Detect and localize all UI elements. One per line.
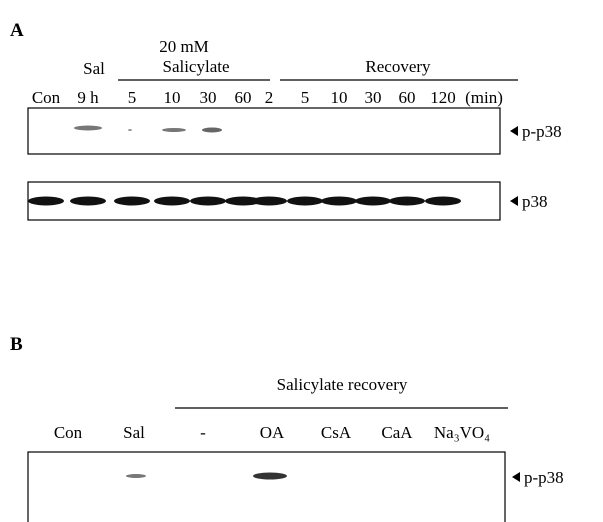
arrow — [512, 472, 520, 482]
blot-label: p-p38 — [522, 122, 562, 141]
band — [190, 197, 226, 206]
band — [389, 197, 425, 206]
header: Recovery — [365, 57, 431, 76]
lane-label: 10 — [331, 88, 348, 107]
header: Salicylate recovery — [277, 375, 408, 394]
lane-label: 10 — [164, 88, 181, 107]
page: {"panel_a": {"label": "A", "header_sal":… — [0, 0, 603, 522]
lane-label: 60 — [399, 88, 416, 107]
arrow — [510, 196, 518, 206]
lane-label: Con — [32, 88, 61, 107]
lane-label: 30 — [365, 88, 382, 107]
band — [74, 126, 102, 131]
band — [162, 128, 186, 132]
band — [425, 197, 461, 206]
bands — [28, 197, 461, 206]
lane-label: 60 — [235, 88, 252, 107]
lane-label: 30 — [200, 88, 217, 107]
band — [128, 129, 132, 131]
band — [154, 197, 190, 206]
header: Sal — [83, 59, 105, 78]
lane-label: - — [200, 423, 206, 442]
band — [114, 197, 150, 206]
band — [28, 197, 64, 206]
band — [355, 197, 391, 206]
lane-label: Sal — [123, 423, 145, 442]
lane-label: Na₃VO₄ — [434, 423, 490, 442]
lane-label: (min) — [465, 88, 503, 107]
band — [70, 197, 106, 206]
lane-labels: Con 9 h 5 10 30 60 2 5 10 30 60 120 (min) — [32, 88, 503, 107]
panel-label: A — [10, 20, 24, 41]
header: 20 mM — [159, 37, 209, 56]
blot-label: p-p38 — [524, 468, 564, 487]
band — [253, 473, 287, 480]
lane-label: 5 — [128, 88, 137, 107]
band — [126, 474, 146, 478]
blot — [28, 108, 500, 154]
band — [287, 197, 323, 206]
lane-label: OA — [260, 423, 285, 442]
lane-label: 2 — [265, 88, 274, 107]
blot-label: p38 — [522, 192, 548, 211]
figure: A 20 mM Salicylate Sal Recovery Con 9 h 5 1… — [0, 0, 603, 522]
header: Salicylate — [162, 57, 229, 76]
panel-label: B — [10, 334, 23, 355]
lane-label: 9 h — [77, 88, 99, 107]
lane-label: 5 — [301, 88, 310, 107]
band — [251, 197, 287, 206]
band — [321, 197, 357, 206]
lane-labels: Con Sal - OA CsA CaA Na₃VO₄ — [54, 423, 490, 442]
lane-label: 120 — [430, 88, 456, 107]
arrow — [510, 126, 518, 136]
blot — [28, 452, 505, 522]
band — [202, 128, 222, 133]
lane-label: Con — [54, 423, 83, 442]
lane-label: CsA — [321, 423, 352, 442]
lane-label: CaA — [381, 423, 413, 442]
